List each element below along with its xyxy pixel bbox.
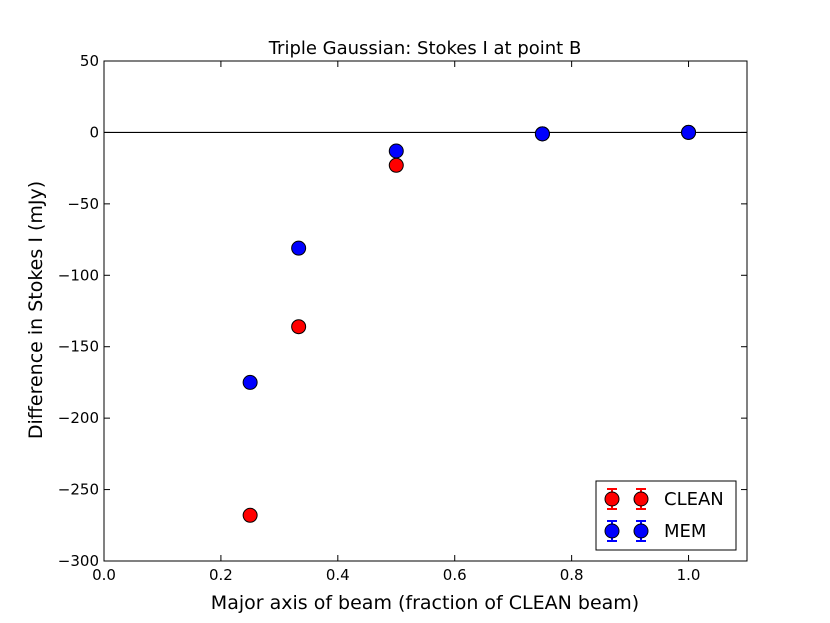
plot-background xyxy=(104,61,747,561)
y-tick-label: −300 xyxy=(58,552,99,570)
data-point-mem-1 xyxy=(291,240,307,256)
y-tick-label: −250 xyxy=(58,481,99,499)
axes: 0.0 0.2 0.4 0.6 0.8 1.0 −300 −250 −200 −150 −100 −5… xyxy=(58,52,748,584)
data-point-mem-4 xyxy=(681,124,697,140)
legend: CLEAN MEM xyxy=(595,480,737,551)
y-tick-label: −50 xyxy=(67,195,99,213)
y-tick-label: 50 xyxy=(80,52,99,70)
x-tick-label: 0.8 xyxy=(560,566,584,584)
plot-frame xyxy=(103,60,748,562)
y-tick-label: −100 xyxy=(58,266,99,284)
legend-marker xyxy=(633,491,649,507)
data-point-clean-0 xyxy=(242,507,258,523)
data-point-clean-1 xyxy=(291,319,307,335)
data-point-mem-3 xyxy=(534,126,550,142)
data-point-clean-2 xyxy=(388,157,404,173)
y-axis-label: Difference in Stokes I (mJy) xyxy=(25,181,47,439)
legend-entry-mem: MEM xyxy=(604,520,706,542)
x-tick-label: 0.4 xyxy=(326,566,350,584)
data-point-mem-0 xyxy=(242,374,258,390)
legend-marker xyxy=(604,491,620,507)
chart-title: Triple Gaussian: Stokes I at point B xyxy=(268,38,582,59)
plot-area xyxy=(104,61,747,561)
legend-frame xyxy=(595,480,737,551)
y-tick-label: 0 xyxy=(89,123,99,141)
legend-label: MEM xyxy=(664,521,706,542)
x-tick-label: 0.0 xyxy=(92,566,116,584)
y-tick-label: −200 xyxy=(58,409,99,427)
legend-entry-clean: CLEAN xyxy=(604,488,724,510)
legend-marker xyxy=(604,523,620,539)
x-tick-label: 0.6 xyxy=(443,566,467,584)
x-axis-label: Major axis of beam (fraction of CLEAN be… xyxy=(211,592,639,614)
data-points xyxy=(242,124,697,523)
legend-label: CLEAN xyxy=(664,489,724,510)
x-tick-label: 1.0 xyxy=(677,566,701,584)
legend-marker xyxy=(633,523,649,539)
x-tick-label: 0.2 xyxy=(209,566,233,584)
y-tick-label: −150 xyxy=(58,338,99,356)
data-point-mem-2 xyxy=(388,143,404,159)
